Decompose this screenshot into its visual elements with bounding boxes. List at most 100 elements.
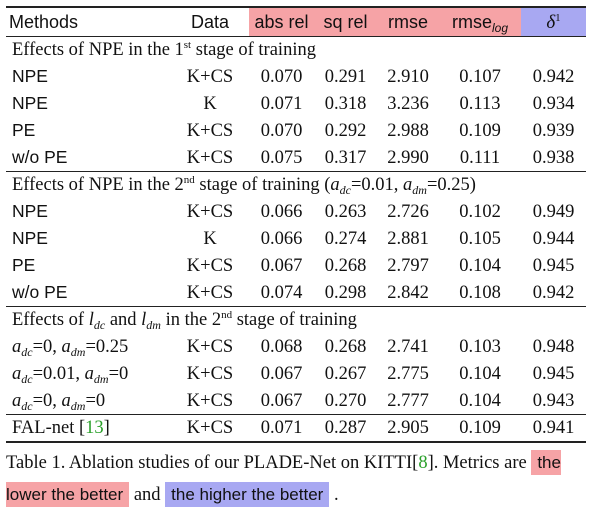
table-row: adc=0, adm=0 K+CS 0.067 0.270 2.777 0.10…	[6, 388, 586, 415]
header-abs-rel: abs rel	[249, 7, 314, 37]
delta1-cell: 0.942	[532, 66, 575, 87]
rmse-log-cell: 0.105	[459, 228, 501, 249]
header-methods: Methods	[9, 12, 79, 32]
ablation-table-container: Methods Data abs rel sq rel rmse rmselog…	[6, 6, 586, 443]
table-row: NPE K 0.066 0.274 2.881 0.105 0.944	[6, 226, 586, 253]
header-data: Data	[190, 12, 230, 32]
table-row: NPE K+CS 0.070 0.291 2.910 0.107 0.942	[6, 64, 586, 91]
data-cell: K	[203, 93, 217, 114]
rmse-log-cell: 0.103	[459, 336, 501, 357]
method-cell: w/o PE	[12, 282, 68, 302]
abs-rel-cell: 0.067	[260, 255, 303, 276]
citation-link[interactable]: 13	[85, 417, 104, 438]
rmse-log-cell: 0.104	[459, 363, 501, 384]
data-cell: K+CS	[186, 66, 234, 87]
rmse-log-cell: 0.104	[459, 255, 501, 276]
sq-rel-cell: 0.270	[324, 390, 367, 411]
sq-rel-cell: 0.298	[324, 282, 367, 303]
delta1-cell: 0.948	[532, 336, 575, 357]
header-rmse-log-main: rmse	[451, 12, 492, 32]
delta1-cell: 0.945	[532, 255, 575, 276]
delta1-cell: 0.949	[532, 201, 575, 222]
abs-rel-cell: 0.067	[260, 390, 303, 411]
delta1-cell: 0.945	[532, 363, 575, 384]
abs-rel-cell: 0.074	[260, 282, 303, 303]
section-1-title: Effects of NPE in the 1st stage of train…	[12, 39, 316, 60]
sq-rel-cell: 0.268	[324, 255, 367, 276]
abs-rel-cell: 0.075	[260, 147, 303, 168]
data-cell: K+CS	[186, 201, 234, 222]
abs-rel-cell: 0.067	[260, 363, 303, 384]
data-cell: K+CS	[186, 282, 234, 303]
table-row: w/o PE K+CS 0.074 0.298 2.842 0.108 0.94…	[6, 280, 586, 307]
table-row: adc=0, adm=0.25 K+CS 0.068 0.268 2.741 0…	[6, 334, 586, 361]
rmse-log-cell: 0.102	[459, 201, 501, 222]
data-cell: K+CS	[171, 414, 249, 443]
method-cell: PE	[12, 120, 36, 141]
data-cell: K+CS	[186, 336, 234, 357]
sq-rel-cell: 0.267	[324, 363, 367, 384]
abs-rel-cell: 0.066	[260, 228, 303, 249]
delta1-cell: 0.943	[532, 390, 575, 411]
rmse-log-cell: 0.113	[459, 93, 501, 114]
rmse-cell: 2.990	[387, 147, 429, 168]
abs-rel-cell: 0.070	[260, 120, 303, 141]
sq-rel-cell: 0.263	[324, 201, 367, 222]
sq-rel-cell: 0.318	[324, 93, 367, 114]
sq-rel-cell: 0.287	[314, 414, 377, 443]
sq-rel-cell: 0.291	[324, 66, 367, 87]
header-rmse: rmse	[377, 7, 439, 37]
data-cell: K+CS	[186, 120, 234, 141]
rmse-cell: 2.881	[387, 228, 429, 249]
data-cell: K+CS	[186, 390, 234, 411]
abs-rel-cell: 0.071	[260, 93, 303, 114]
delta1-cell: 0.944	[532, 228, 575, 249]
method-cell: PE	[12, 255, 36, 276]
method-cell: NPE	[12, 93, 48, 114]
abs-rel-cell: 0.068	[260, 336, 303, 357]
abs-rel-cell: 0.071	[249, 414, 314, 443]
rmse-log-cell: 0.111	[459, 147, 501, 168]
rmse-cell: 2.910	[387, 66, 429, 87]
ablation-table: Methods Data abs rel sq rel rmse rmselog…	[6, 6, 586, 443]
delta1-cell: 0.941	[521, 414, 586, 443]
rmse-cell: 2.797	[387, 255, 429, 276]
header-row: Methods Data abs rel sq rel rmse rmselog…	[6, 7, 586, 37]
table-row: PE K+CS 0.067 0.268 2.797 0.104 0.945	[6, 253, 586, 280]
method-cell: adc=0, adm=0.25	[12, 336, 129, 359]
header-sq-rel: sq rel	[314, 7, 377, 37]
rmse-cell: 2.905	[377, 414, 439, 443]
method-cell: NPE	[12, 228, 48, 249]
header-delta-sup: 1	[555, 11, 561, 24]
rmse-log-cell: 0.109	[459, 120, 501, 141]
higher-better-legend: the higher the better	[165, 482, 330, 507]
rmse-cell: 2.775	[387, 363, 429, 384]
header-rmse-log-sub: log	[491, 21, 508, 35]
header-delta1: δ1	[521, 7, 586, 37]
method-cell: w/o PE	[12, 147, 68, 167]
abs-rel-cell: 0.066	[260, 201, 303, 222]
citation-link[interactable]: 8	[418, 453, 428, 473]
sq-rel-cell: 0.292	[324, 120, 367, 141]
delta1-cell: 0.938	[532, 147, 575, 168]
method-cell: NPE	[12, 201, 48, 222]
rmse-cell: 2.988	[387, 120, 429, 141]
table-row: PE K+CS 0.070 0.292 2.988 0.109 0.939	[6, 118, 586, 145]
section-1-title-row: Effects of NPE in the 1st stage of train…	[6, 37, 586, 64]
rmse-log-cell: 0.108	[459, 282, 501, 303]
sq-rel-cell: 0.317	[324, 147, 367, 168]
section-2-title-row: Effects of NPE in the 2nd stage of train…	[6, 171, 586, 199]
data-cell: K+CS	[186, 363, 234, 384]
table-row: w/o PE K+CS 0.075 0.317 2.990 0.111 0.93…	[6, 145, 586, 172]
abs-rel-cell: 0.070	[260, 66, 303, 87]
rmse-cell: 2.842	[387, 282, 429, 303]
delta1-cell: 0.939	[532, 120, 575, 141]
section-3-title-row: Effects of ldc and ldm in the 2nd stage …	[6, 306, 586, 334]
sq-rel-cell: 0.268	[324, 336, 367, 357]
method-cell: FAL-net [13]	[6, 414, 171, 443]
rmse-log-cell: 0.107	[459, 66, 501, 87]
rmse-log-cell: 0.104	[459, 390, 501, 411]
header-rmse-log: rmselog	[439, 7, 521, 37]
data-cell: K+CS	[186, 255, 234, 276]
section-3-title: Effects of ldc and ldm in the 2nd stage …	[6, 306, 586, 334]
